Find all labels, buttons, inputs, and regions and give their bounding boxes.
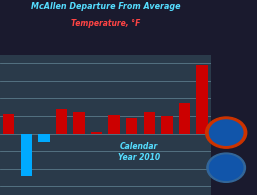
Bar — [38, 134, 50, 142]
Bar — [161, 116, 172, 134]
Text: Temperature, °F: Temperature, °F — [71, 20, 140, 28]
Bar — [21, 134, 32, 176]
Bar — [91, 132, 102, 134]
Bar — [56, 109, 67, 134]
Bar — [73, 112, 85, 134]
Text: Calendar
Year 2010: Calendar Year 2010 — [118, 142, 160, 162]
Bar — [126, 118, 137, 134]
Bar — [196, 65, 208, 134]
Bar — [179, 103, 190, 134]
Bar — [3, 114, 14, 134]
Bar — [108, 115, 120, 134]
Bar — [144, 112, 155, 134]
Text: McAllen Departure From Average: McAllen Departure From Average — [31, 2, 180, 11]
